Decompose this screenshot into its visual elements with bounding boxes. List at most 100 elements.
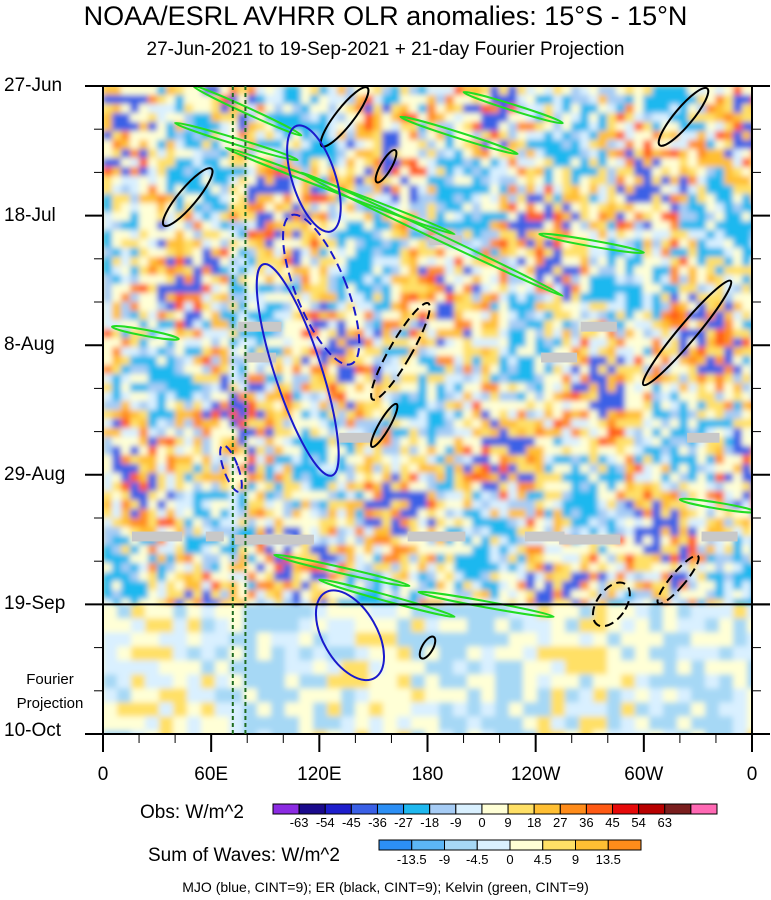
waves-colorbar-tick-label: -13.5: [396, 852, 427, 867]
obs-colorbar-swatch: [690, 803, 718, 815]
obs-colorbar-swatch: [455, 803, 483, 815]
obs-colorbar-swatch: [403, 803, 431, 815]
obs-colorbar-tick-label: -36: [368, 815, 387, 830]
obs-colorbar-swatch: [664, 803, 692, 815]
time-tick-label: 27-Jun: [4, 75, 63, 96]
waves-colorbar-tick-label: 13.5: [595, 852, 621, 867]
obs-colorbar-tick-label: 45: [605, 815, 620, 830]
er-contour: [657, 86, 710, 147]
kelvin-contour: [462, 90, 564, 125]
er-contour: [656, 554, 700, 605]
waves-colorbar-swatch: [542, 839, 576, 851]
kelvin-contour: [300, 171, 564, 297]
mjo-contour: [286, 124, 342, 233]
missing-data-patch: [559, 534, 621, 545]
waves-colorbar-tick-label: -4.5: [466, 852, 489, 867]
obs-colorbar-tick-label: 54: [631, 815, 646, 830]
obs-colorbar-tick-label: -18: [420, 815, 440, 830]
axes-layer: [85, 85, 770, 752]
er-contour: [591, 581, 631, 628]
mjo-contour: [255, 262, 340, 477]
fourier-label-line1: Fourier: [26, 671, 74, 688]
time-tick-label: 19-Sep: [4, 593, 66, 615]
missing-data-patch: [687, 432, 720, 443]
missing-data-patch: [243, 352, 277, 363]
time-tick-label: 29-Aug: [4, 463, 66, 485]
missing-data-patch: [524, 531, 565, 542]
longitude-tick-label: 180: [411, 764, 444, 785]
obs-colorbar-swatch: [272, 803, 300, 815]
waves-colorbar-swatch: [509, 839, 544, 851]
longitude-tick-label: 60E: [194, 764, 229, 785]
missing-data-patch: [407, 531, 466, 542]
er-contour: [370, 402, 399, 448]
kelvin-contour: [399, 115, 519, 156]
obs-colorbar-tick-label: -45: [341, 815, 361, 830]
obs-colorbar-tick-label: 36: [579, 815, 594, 830]
longitude-tick-label: 0: [746, 764, 758, 785]
mjo-contour: [282, 213, 361, 366]
er-contour: [641, 279, 733, 387]
olr-anomaly-field: [103, 86, 752, 734]
obs-colorbar-swatch: [481, 803, 509, 815]
colorbar-layer: [272, 803, 718, 851]
er-contour: [374, 148, 398, 184]
missing-data-patch: [429, 235, 462, 246]
obs-colorbar-swatch: [376, 803, 405, 815]
er-contour: [418, 635, 437, 660]
missing-data-patch: [238, 321, 282, 332]
kelvin-contour: [538, 232, 645, 255]
waves-colorbar-swatch: [378, 839, 413, 851]
time-tick-label: 10-Oct: [4, 720, 62, 741]
mjo-contour: [314, 589, 386, 682]
obs-colorbar-tick-label: 9: [504, 815, 512, 830]
obs-colorbar-swatch: [298, 803, 326, 815]
wave-contour-layer: [111, 86, 752, 682]
missing-data-patch: [541, 352, 578, 363]
waves-colorbar-swatch: [411, 839, 445, 851]
er-contour: [161, 167, 214, 228]
obs-colorbar-tick-label: -63: [289, 815, 309, 830]
kelvin-contour: [273, 553, 411, 588]
obs-colorbar-swatch: [324, 803, 352, 815]
waves-colorbar-title: Sum of Waves: W/m^2: [148, 845, 340, 866]
waves-colorbar-tick-label: 0: [506, 852, 514, 867]
missing-data-patch: [131, 531, 183, 542]
obs-colorbar-tick-label: -54: [315, 815, 335, 830]
time-tick-label: 8-Aug: [4, 334, 55, 356]
longitude-tick-label: 120E: [297, 764, 342, 785]
obs-colorbar-tick-label: 0: [478, 815, 486, 830]
kelvin-contour: [174, 121, 299, 162]
obs-colorbar-tick-label: -9: [450, 815, 462, 830]
waves-colorbar-swatch: [476, 839, 511, 851]
kelvin-contour: [417, 590, 555, 619]
time-tick-label: 18-Jul: [4, 204, 56, 226]
waves-colorbar-tick-label: -9: [438, 852, 451, 867]
mjo-contour: [219, 444, 243, 493]
chart-title: NOAA/ESRL AVHRR OLR anomalies: 15°S - 15…: [83, 1, 688, 31]
waves-colorbar-tick-label: 9: [571, 852, 580, 867]
obs-colorbar-swatch: [612, 803, 640, 815]
missing-data-patch: [205, 531, 224, 542]
contour-legend: MJO (blue, CINT=9); ER (black, CINT=9); …: [182, 879, 589, 895]
obs-colorbar-tick-label: 27: [553, 815, 568, 830]
waves-colorbar-swatch: [575, 839, 609, 851]
obs-colorbar-swatch: [429, 803, 457, 815]
obs-colorbar-tick-label: -27: [394, 815, 413, 830]
missing-data-layer: [131, 235, 738, 545]
waves-colorbar-swatch: [444, 839, 478, 851]
obs-colorbar-swatch: [350, 803, 378, 815]
waves-colorbar-tick-label: 4.5: [533, 852, 552, 867]
chart-subtitle: 27-Jun-2021 to 19-Sep-2021 + 21-day Four…: [146, 39, 625, 60]
obs-field-texture: [103, 86, 752, 609]
longitude-tick-label: 120W: [510, 764, 561, 785]
obs-colorbar-swatch: [638, 803, 666, 815]
kelvin-contour: [678, 497, 752, 514]
obs-colorbar-title: Obs: W/m^2: [140, 802, 244, 823]
er-contour: [319, 86, 370, 148]
fourier-label-line2: Projection: [16, 695, 84, 712]
missing-data-patch: [339, 432, 372, 443]
longitude-tick-label: 60W: [624, 764, 664, 785]
missing-data-patch: [701, 531, 738, 542]
obs-colorbar-swatch: [533, 803, 561, 815]
